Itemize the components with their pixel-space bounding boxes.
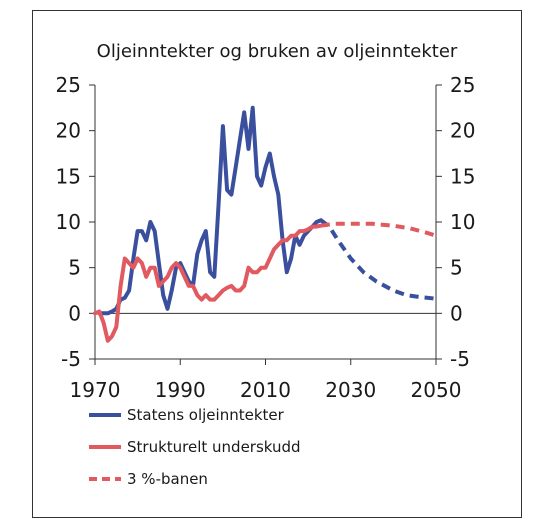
chart-title: Oljeinntekter og bruken av oljeinntekter (97, 41, 458, 62)
y-tick-label-right: 0 (450, 301, 463, 325)
legend-label-2: 3 %-banen (127, 470, 208, 488)
chart-frame: Oljeinntekter og bruken av oljeinntekter… (32, 10, 522, 518)
y-tick-label-right: 5 (450, 256, 463, 280)
y-tick-label-left: 10 (56, 210, 81, 234)
y-tick-label-left: 20 (56, 119, 81, 143)
y-tick-label-left: 5 (68, 256, 81, 280)
legend: Statens oljeinntekter Strukturelt undersk… (89, 406, 301, 488)
x-tick-label: 2050 (411, 378, 462, 402)
legend-label-1: Strukturelt underskudd (127, 438, 301, 456)
axes: -5 -5 0 0 5 5 10 10 15 15 20 20 25 25 1970 1990 2010 2030… (56, 73, 476, 402)
x-tick-label: 1970 (70, 378, 121, 402)
y-tick-label-left: 0 (68, 301, 81, 325)
y-tick-label-right: 10 (450, 210, 475, 234)
y-tick-label-left: 15 (56, 164, 81, 188)
x-tick-label: 2030 (325, 378, 376, 402)
series-line-0 (99, 108, 321, 313)
y-tick-label-right: 20 (450, 119, 475, 143)
y-tick-label-right: 25 (450, 73, 475, 97)
legend-label-0: Statens oljeinntekter (127, 406, 285, 424)
series-line-3 (321, 224, 436, 236)
line-chart: Oljeinntekter og bruken av oljeinntekter… (33, 11, 521, 517)
y-tick-label-right: 15 (450, 164, 475, 188)
y-tick-label-left: 25 (56, 73, 81, 97)
y-tick-label-right: -5 (450, 347, 470, 371)
y-tick-label-left: -5 (61, 347, 81, 371)
x-tick-label: 1990 (155, 378, 206, 402)
x-tick-label: 2010 (240, 378, 291, 402)
series-layer (95, 108, 436, 341)
